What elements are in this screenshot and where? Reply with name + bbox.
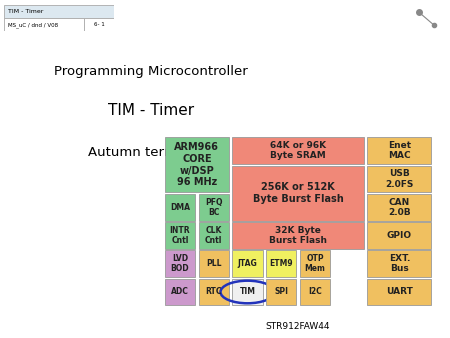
Text: OTP
Mem: OTP Mem — [305, 254, 325, 273]
FancyBboxPatch shape — [367, 250, 432, 277]
Text: MS_uC / dnd / V08: MS_uC / dnd / V08 — [8, 22, 58, 28]
Text: RTC: RTC — [206, 288, 222, 296]
FancyBboxPatch shape — [367, 222, 432, 249]
Text: Enet
MAC: Enet MAC — [388, 141, 411, 161]
Text: PFQ
BC: PFQ BC — [205, 197, 222, 217]
Text: ADC: ADC — [171, 288, 189, 296]
FancyBboxPatch shape — [165, 250, 195, 277]
Text: PLL: PLL — [206, 259, 221, 268]
FancyBboxPatch shape — [300, 279, 330, 306]
Text: Autumn term 2007: Autumn term 2007 — [88, 146, 215, 159]
FancyBboxPatch shape — [165, 194, 195, 221]
FancyBboxPatch shape — [198, 279, 229, 306]
Text: UART: UART — [386, 288, 413, 296]
Text: DMA: DMA — [170, 203, 190, 212]
FancyBboxPatch shape — [266, 279, 297, 306]
Text: ETM9: ETM9 — [270, 259, 293, 268]
Text: LVD
BOD: LVD BOD — [171, 254, 189, 273]
Text: INTR
Cntl: INTR Cntl — [170, 226, 190, 245]
FancyBboxPatch shape — [198, 222, 229, 249]
FancyBboxPatch shape — [84, 19, 114, 31]
FancyBboxPatch shape — [198, 250, 229, 277]
Text: 64K or 96K
Byte SRAM: 64K or 96K Byte SRAM — [270, 141, 326, 161]
FancyBboxPatch shape — [300, 250, 330, 277]
Text: CLK
Cntl: CLK Cntl — [205, 226, 222, 245]
FancyBboxPatch shape — [232, 279, 263, 306]
Text: Programming Microcontroller: Programming Microcontroller — [54, 65, 248, 78]
FancyBboxPatch shape — [367, 166, 432, 192]
Text: SPI: SPI — [274, 288, 288, 296]
FancyBboxPatch shape — [367, 279, 432, 306]
Text: JTAG: JTAG — [238, 259, 257, 268]
Text: 32K Byte
Burst Flash: 32K Byte Burst Flash — [269, 226, 327, 245]
Text: TIM - Timer: TIM - Timer — [8, 9, 43, 14]
FancyBboxPatch shape — [4, 19, 84, 31]
FancyBboxPatch shape — [367, 137, 432, 164]
Text: 256K or 512K
Byte Burst Flash: 256K or 512K Byte Burst Flash — [253, 182, 343, 204]
FancyBboxPatch shape — [266, 250, 297, 277]
Text: 6- 1: 6- 1 — [94, 22, 104, 27]
FancyBboxPatch shape — [165, 279, 195, 306]
FancyBboxPatch shape — [232, 250, 263, 277]
FancyBboxPatch shape — [232, 137, 364, 164]
Text: GPIO: GPIO — [387, 231, 412, 240]
Text: USB
2.0FS: USB 2.0FS — [385, 169, 414, 189]
Text: STR912FAW44: STR912FAW44 — [266, 322, 330, 331]
FancyBboxPatch shape — [165, 222, 195, 249]
Text: ARM966
CORE
w/DSP
96 MHz: ARM966 CORE w/DSP 96 MHz — [175, 142, 219, 187]
FancyBboxPatch shape — [198, 194, 229, 221]
FancyBboxPatch shape — [367, 194, 432, 221]
Text: CAN
2.0B: CAN 2.0B — [388, 197, 411, 217]
Text: I2C: I2C — [308, 288, 322, 296]
FancyBboxPatch shape — [232, 222, 364, 249]
FancyBboxPatch shape — [165, 137, 229, 192]
Text: TIM - Timer: TIM - Timer — [108, 103, 194, 118]
Text: EXT.
Bus: EXT. Bus — [389, 254, 410, 273]
FancyBboxPatch shape — [4, 5, 114, 19]
Text: TIM: TIM — [239, 288, 256, 296]
FancyBboxPatch shape — [232, 166, 364, 221]
